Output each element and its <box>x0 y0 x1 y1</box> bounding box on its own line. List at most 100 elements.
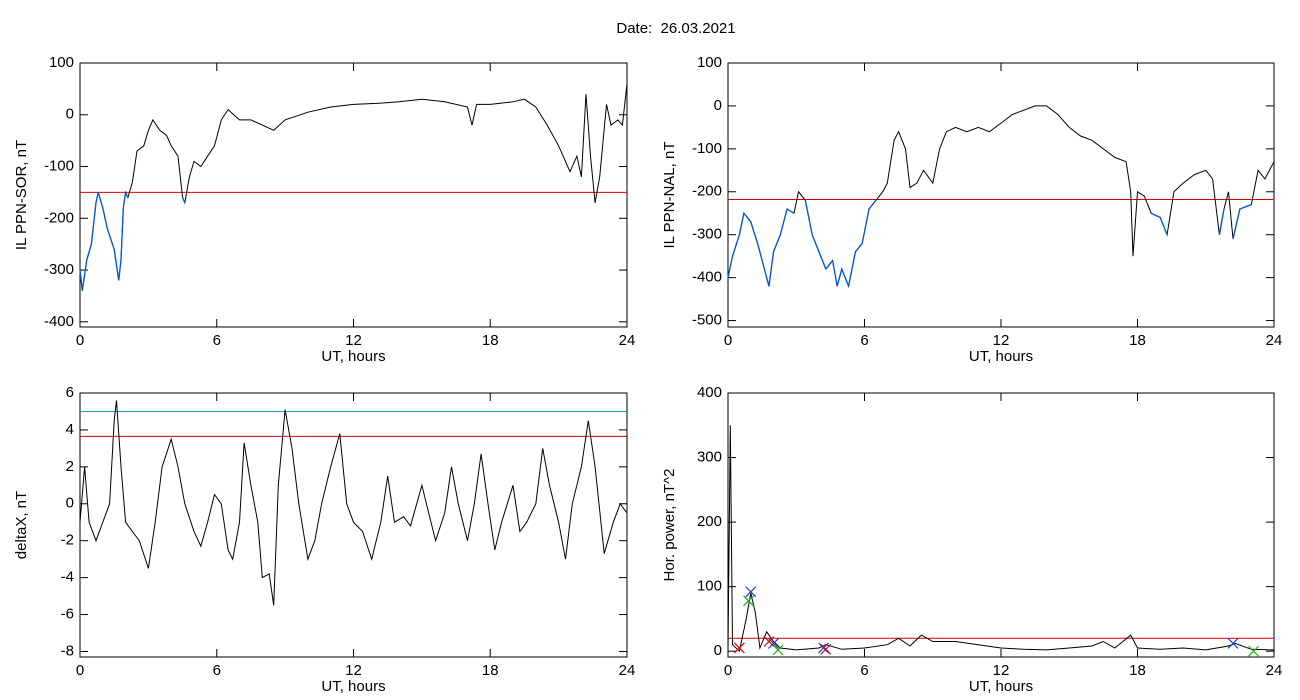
below-threshold-segment <box>861 208 870 244</box>
data-line <box>727 425 1275 653</box>
data-line <box>79 400 628 606</box>
y-axis-label: deltaX, nT <box>13 491 30 559</box>
below-threshold-segment <box>731 234 740 257</box>
y-tick-label: -100 <box>44 157 74 174</box>
below-threshold-segment <box>1239 204 1252 210</box>
x-tick-label: 0 <box>76 332 84 349</box>
x-tick-label: 12 <box>345 332 362 349</box>
x-tick-label: 6 <box>860 332 868 349</box>
below-threshold-segment <box>738 213 745 235</box>
below-threshold-segment <box>1159 217 1168 235</box>
below-threshold-segment <box>1232 208 1241 240</box>
peak-marker <box>745 586 757 598</box>
data-line <box>79 83 628 291</box>
plot-frame <box>79 62 628 328</box>
x-axis-label: UT, hours <box>321 678 385 695</box>
y-tick-label: 2 <box>66 458 74 475</box>
x-axis-label: UT, hours <box>321 348 385 365</box>
below-threshold-segment <box>743 212 752 223</box>
below-threshold-segment <box>836 268 843 287</box>
x-tick-label: 24 <box>619 662 636 679</box>
y-tick-label: -6 <box>61 606 74 623</box>
y-axis-label: IL PPN-SOR, nT <box>13 140 30 250</box>
below-threshold-segment <box>832 260 838 287</box>
y-tick-label: -8 <box>61 642 74 659</box>
peak-marker <box>820 643 832 655</box>
y-tick-label: -400 <box>44 313 74 330</box>
peak-marker <box>763 636 775 647</box>
x-axis-label: UT, hours <box>969 348 1033 365</box>
y-tick-label: 6 <box>66 384 74 401</box>
peak-marker <box>1227 638 1239 649</box>
below-threshold-segment <box>181 197 186 204</box>
y-tick-label: -2 <box>61 532 74 549</box>
x-tick-label: 24 <box>1266 662 1283 679</box>
y-tick-label: 0 <box>66 106 74 123</box>
y-tick-label: -200 <box>44 209 74 226</box>
y-tick-label: -300 <box>44 261 74 278</box>
below-threshold-segment <box>1218 208 1225 235</box>
y-tick-label: -4 <box>61 569 74 586</box>
below-threshold-segment <box>118 259 122 281</box>
x-tick-label: 24 <box>1266 332 1283 349</box>
x-tick-label: 24 <box>619 332 636 349</box>
y-tick-label: 0 <box>714 97 722 114</box>
below-threshold-segment <box>102 207 108 229</box>
x-tick-label: 12 <box>345 662 362 679</box>
peak-marker <box>733 642 745 654</box>
x-tick-label: 6 <box>213 662 221 679</box>
below-threshold-segment <box>90 202 97 245</box>
x-tick-label: 18 <box>482 332 499 349</box>
below-threshold-segment <box>825 260 834 270</box>
below-threshold-segment <box>756 243 766 270</box>
below-threshold-segment <box>95 192 99 203</box>
y-tick-label: 4 <box>66 421 74 438</box>
x-tick-label: 18 <box>482 662 499 679</box>
x-tick-label: 6 <box>213 332 221 349</box>
below-threshold-segment <box>106 228 115 250</box>
below-threshold-segment <box>79 269 83 291</box>
below-threshold-segment <box>1150 212 1161 219</box>
x-tick-label: 6 <box>860 662 868 679</box>
peak-marker <box>772 644 784 656</box>
page-title: Date: 26.03.2021 <box>616 20 735 37</box>
below-threshold-segment <box>750 221 759 244</box>
below-threshold-segment <box>122 192 127 209</box>
below-threshold-segment <box>81 259 88 291</box>
below-threshold-segment <box>124 192 129 198</box>
x-tick-label: 18 <box>1129 332 1146 349</box>
below-threshold-segment <box>779 208 788 235</box>
x-tick-label: 12 <box>993 662 1010 679</box>
x-tick-label: 0 <box>724 332 732 349</box>
below-threshold-segment <box>120 207 124 260</box>
below-threshold-segment <box>854 242 863 253</box>
x-tick-label: 0 <box>724 662 732 679</box>
peak-marker <box>743 595 754 607</box>
below-threshold-segment <box>768 251 775 287</box>
y-axis-label: Hor. power, nT^2 <box>661 469 678 582</box>
below-threshold-segment <box>86 243 93 260</box>
peak-marker <box>1248 645 1259 657</box>
below-threshold-segment <box>97 192 104 209</box>
y-tick-label: -400 <box>692 269 722 286</box>
below-threshold-segment <box>786 208 795 214</box>
below-threshold-segment <box>818 251 827 270</box>
below-threshold-segment <box>772 234 781 253</box>
y-tick-label: 100 <box>49 54 74 71</box>
y-tick-label: 100 <box>697 54 722 71</box>
y-tick-label: 100 <box>697 578 722 595</box>
below-threshold-segment <box>847 251 857 287</box>
plot-frame <box>79 392 628 658</box>
y-tick-label: 0 <box>714 642 722 659</box>
data-line <box>727 105 1275 288</box>
y-tick-label: -500 <box>692 312 722 329</box>
x-axis-label: UT, hours <box>969 678 1033 695</box>
below-threshold-segment <box>868 199 877 210</box>
y-tick-label: -100 <box>692 140 722 157</box>
y-tick-label: -200 <box>692 183 722 200</box>
plot-frame <box>727 392 1275 658</box>
below-threshold-segment <box>727 256 734 278</box>
x-tick-label: 18 <box>1129 662 1146 679</box>
y-tick-label: -300 <box>692 226 722 243</box>
